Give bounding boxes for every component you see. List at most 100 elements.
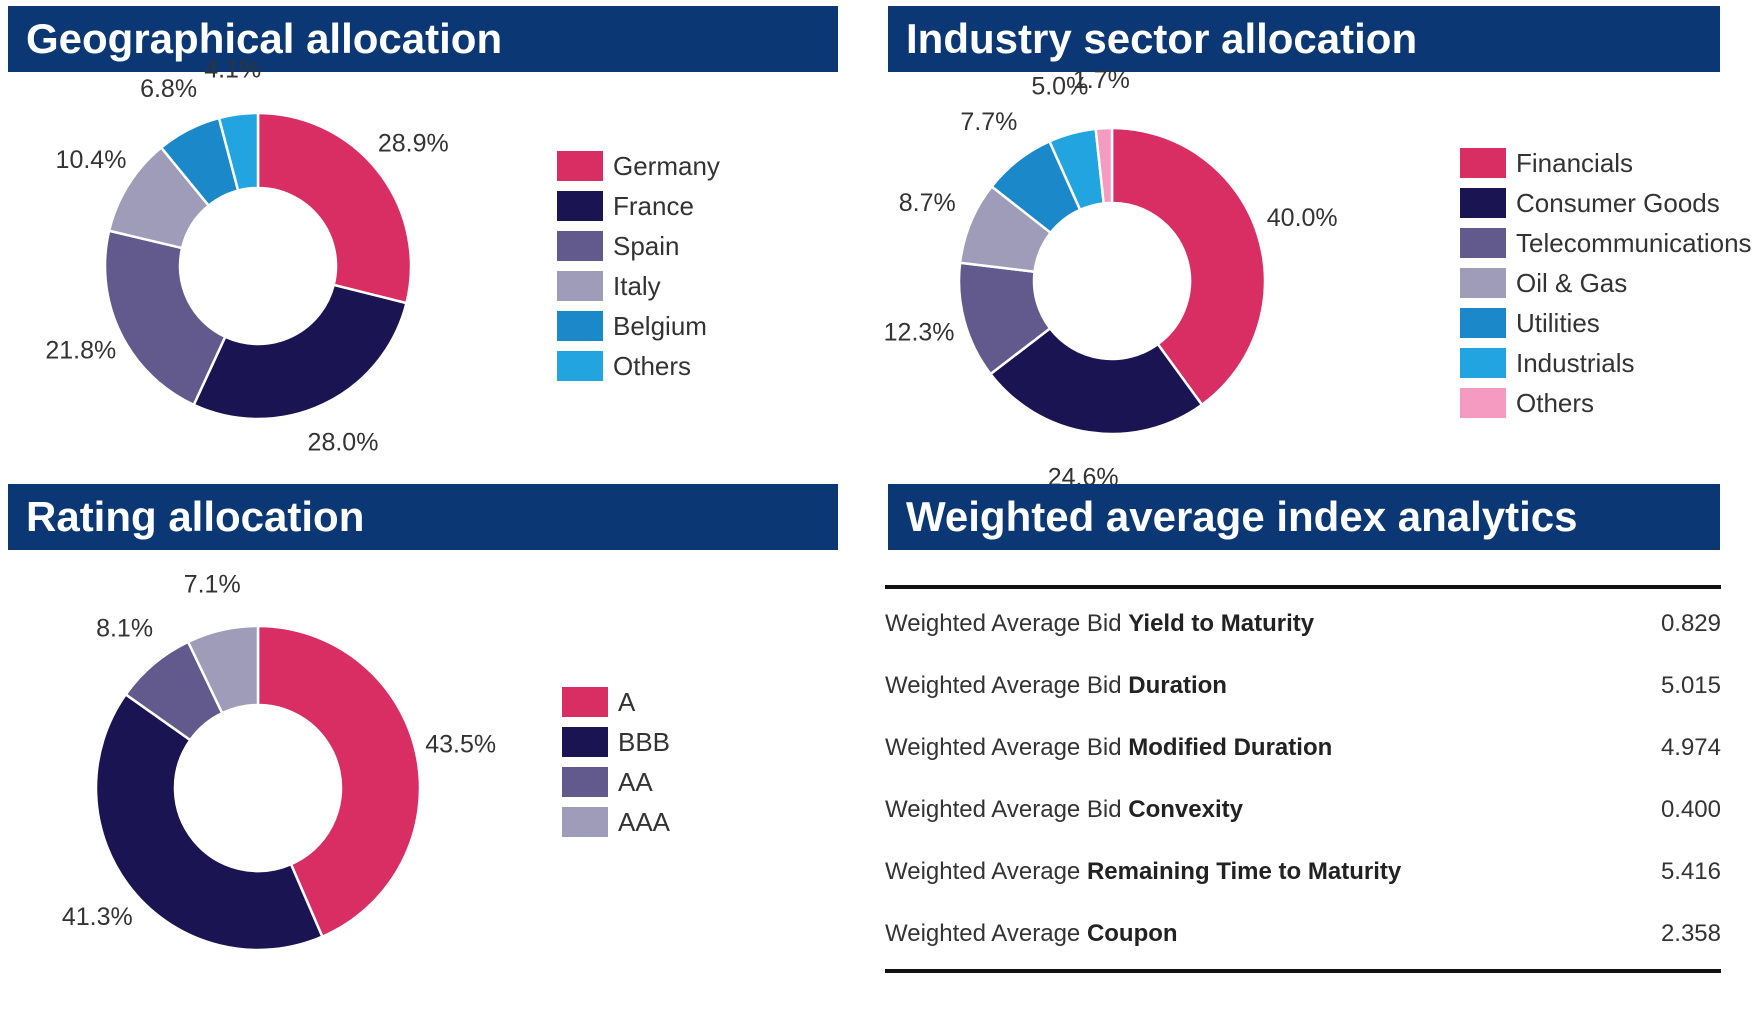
row-value: 0.829: [1660, 610, 1721, 637]
rating-legend-item: AA: [562, 762, 670, 802]
geo-data-label: 10.4%: [56, 146, 127, 174]
rating-donut-chart: 43.5% 41.3% 8.1% 7.1%: [62, 571, 496, 952]
geo-legend-item: Spain: [557, 226, 720, 266]
row-label: Weighted Average Remaining Time to Matur…: [885, 858, 1402, 885]
geo-data-label: 28.9%: [378, 129, 449, 157]
industry-legend-item: Oil & Gas: [1460, 263, 1752, 303]
industry-legend-item: Industrials: [1460, 343, 1752, 383]
table-row: Weighted Average Bid Modified Duration 4…: [885, 717, 1721, 779]
industry-legend-swatch: [1460, 228, 1506, 258]
row-value: 5.416: [1660, 858, 1721, 885]
industry-data-label: 8.7%: [899, 189, 956, 217]
industry-donut-chart: 40.0%24.6%12.3%8.7%7.7%5.0%1.7%: [884, 66, 1338, 492]
geo-data-label: 4.1%: [204, 55, 261, 83]
rating-legend: A BBB AA AAA: [562, 682, 670, 842]
industry-legend-item: Others: [1460, 383, 1752, 423]
row-label: Weighted Average Bid Convexity: [885, 796, 1243, 823]
industry-legend-label: Industrials: [1516, 347, 1635, 378]
industry-legend-label: Others: [1516, 387, 1595, 418]
row-label: Weighted Average Bid Duration: [885, 672, 1227, 699]
rating-legend-item: BBB: [562, 722, 670, 762]
rating-legend-item: AAA: [562, 802, 670, 842]
rating-legend-swatch: [562, 807, 608, 837]
industry-legend-label: Oil & Gas: [1516, 267, 1628, 298]
industry-legend-label: Consumer Goods: [1516, 187, 1720, 218]
geo-legend-label: Spain: [613, 230, 680, 261]
industry-slice-others: [1094, 126, 1114, 205]
industry-data-label: 12.3%: [884, 318, 955, 346]
rating-slice-bbb: [94, 692, 324, 952]
industry-data-label: 40.0%: [1267, 204, 1338, 232]
industry-legend-swatch: [1460, 188, 1506, 218]
geo-legend-swatch: [557, 191, 603, 221]
row-value: 5.015: [1660, 672, 1721, 699]
rating-data-label: 8.1%: [96, 614, 153, 642]
geo-legend: Germany France Spain Italy Belgium Others: [557, 146, 720, 386]
geo-data-label: 21.8%: [45, 337, 116, 365]
geo-slice-spain: [103, 229, 227, 407]
industry-data-label: 5.0%: [1031, 73, 1088, 101]
geo-legend-swatch: [557, 231, 603, 261]
geo-legend-item: France: [557, 186, 720, 226]
table-row: Weighted Average Bid Duration 5.015: [885, 655, 1721, 717]
industry-data-label: 1.7%: [1073, 66, 1130, 94]
geo-legend-label: Italy: [613, 270, 661, 301]
geo-title: Geographical allocation: [8, 6, 838, 72]
rating-legend-label: BBB: [618, 726, 671, 757]
rating-legend-swatch: [562, 767, 608, 797]
industry-legend-swatch: [1460, 268, 1506, 298]
geo-legend-item: Italy: [557, 266, 720, 306]
row-value: 2.358: [1660, 920, 1721, 947]
industry-slice-financials: [1110, 126, 1267, 407]
geo-legend-label: France: [613, 190, 694, 221]
industry-legend-swatch: [1460, 348, 1506, 378]
geo-legend-item: Germany: [557, 146, 720, 186]
industry-legend-label: Utilities: [1516, 307, 1600, 338]
rating-data-label: 7.1%: [184, 571, 241, 599]
industry-legend-item: Telecommunications: [1460, 223, 1752, 263]
rating-legend-item: A: [562, 682, 670, 722]
row-value: 4.974: [1660, 734, 1721, 761]
rating-legend-swatch: [562, 687, 608, 717]
row-label: Weighted Average Coupon: [885, 920, 1178, 947]
analytics-title: Weighted average index analytics: [888, 484, 1720, 550]
rating-legend-swatch: [562, 727, 608, 757]
industry-slice-consumer-goods: [988, 326, 1204, 436]
table-row: Weighted Average Bid Convexity 0.400: [885, 779, 1721, 841]
rating-legend-label: A: [618, 686, 636, 717]
industry-legend-swatch: [1460, 308, 1506, 338]
geo-legend-label: Others: [613, 350, 692, 381]
geo-slice-france: [192, 283, 408, 421]
industry-legend-label: Financials: [1516, 147, 1634, 178]
rating-title: Rating allocation: [8, 484, 838, 550]
table-row: Weighted Average Coupon 2.358: [885, 903, 1721, 965]
row-label: Weighted Average Bid Yield to Maturity: [885, 610, 1315, 637]
industry-legend: Financials Consumer Goods Telecommunicatio…: [1460, 143, 1752, 423]
industry-legend-swatch: [1460, 388, 1506, 418]
industry-title: Industry sector allocation: [888, 6, 1720, 72]
geo-legend-item: Belgium: [557, 306, 720, 346]
row-value: 0.400: [1660, 796, 1721, 823]
rating-slice-aaa: [186, 624, 260, 715]
geo-data-label: 6.8%: [140, 75, 197, 103]
geo-legend-swatch: [557, 351, 603, 381]
geo-donut-chart: 28.9% 28.0% 21.8% 10.4% 6.8%4.1%: [45, 55, 449, 456]
industry-legend-swatch: [1460, 148, 1506, 178]
geo-legend-label: Belgium: [613, 310, 707, 341]
rating-legend-label: AAA: [618, 806, 671, 837]
industry-legend-item: Financials: [1460, 143, 1752, 183]
rating-slice-a: [256, 624, 422, 939]
industry-legend-item: Utilities: [1460, 303, 1752, 343]
analytics-table: Weighted Average Bid Yield to Maturity 0…: [885, 585, 1721, 973]
industry-legend-label: Telecommunications: [1516, 227, 1752, 258]
geo-legend-swatch: [557, 151, 603, 181]
geo-legend-swatch: [557, 271, 603, 301]
geo-legend-item: Others: [557, 346, 720, 386]
geo-data-label: 28.0%: [308, 428, 379, 456]
geo-slice-others: [217, 111, 260, 193]
geo-legend-label: Germany: [613, 150, 720, 181]
row-label: Weighted Average Bid Modified Duration: [885, 734, 1333, 761]
geo-legend-swatch: [557, 311, 603, 341]
rating-data-label: 43.5%: [425, 731, 496, 759]
industry-data-label: 7.7%: [960, 108, 1017, 136]
